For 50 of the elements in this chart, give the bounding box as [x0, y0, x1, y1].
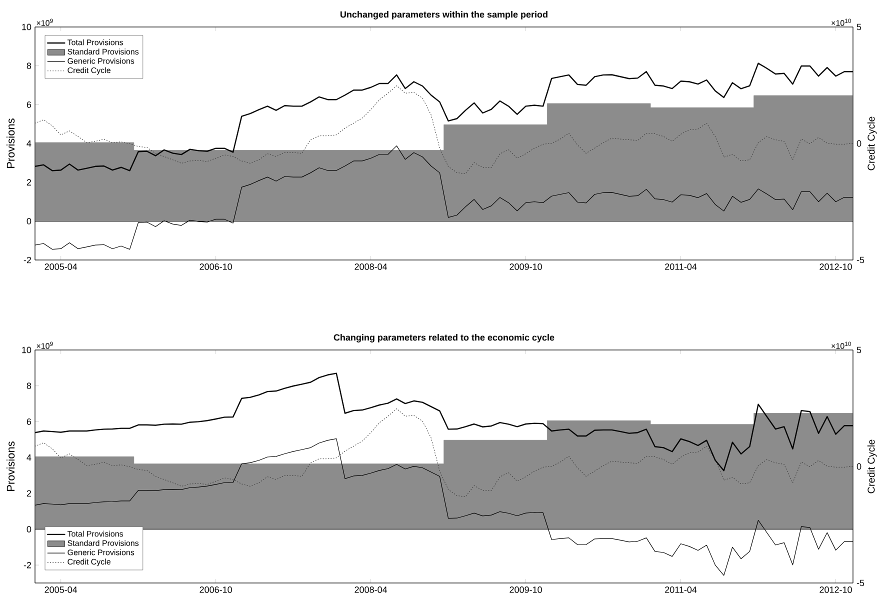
- text: ×10$^{10}$: [832, 342, 852, 349]
- legend-label: Standard Provisions: [68, 48, 139, 55]
- y-axis-title: Provisions: [6, 442, 15, 491]
- x-tick-label: 2011-04: [665, 586, 697, 593]
- y-tick-label: 2: [26, 179, 32, 186]
- y-tick-label: 10: [22, 346, 32, 354]
- y-tick-label: 0: [26, 218, 32, 224]
- x-tick-label: 2011-04: [665, 264, 697, 270]
- text: ×10$^{10}$: [832, 18, 852, 26]
- x-tick-label: 2012-10: [820, 586, 852, 593]
- x-tick-label: 2008-04: [354, 264, 388, 270]
- legend-label: Standard Provisions: [68, 540, 139, 546]
- y-tick-label: 6: [26, 418, 32, 425]
- y-tick-label: 6: [26, 101, 32, 108]
- chart-title: Changing parameters related to the economic cycle: [334, 334, 554, 342]
- x-tick-label: 2009-10: [510, 264, 542, 270]
- y2-tick-label: 0: [856, 140, 862, 147]
- x-tick-label: 2005-04: [44, 264, 78, 270]
- y-tick-label: 4: [26, 140, 32, 147]
- chart-title: Unchanged parameters within the sample period: [340, 11, 548, 20]
- y2-axis-title: Credit Cycle: [867, 116, 877, 170]
- text: ×10$^{9}$: [36, 342, 53, 349]
- y-tick-label: 4: [26, 454, 32, 461]
- y2-tick-label: 5: [856, 24, 862, 30]
- y-tick-label: 0: [26, 526, 32, 532]
- y2-tick-label: -5: [856, 256, 864, 264]
- y2-axis-title: Credit Cycle: [867, 440, 877, 494]
- legend-label: Generic Provisions: [68, 58, 134, 64]
- y2-tick-label: 0: [856, 463, 862, 470]
- x-tick-label: 2009-10: [510, 586, 542, 593]
- x-tick-label: 2008-04: [354, 586, 388, 593]
- y-axis-title: Provisions: [6, 118, 15, 168]
- legend-label: Total Provisions: [67, 530, 124, 537]
- y-tick-label: -2: [24, 562, 32, 568]
- x-tick-label: 2006-10: [200, 264, 232, 270]
- y-tick-label: -2: [24, 256, 32, 264]
- legend-label: Generic Provisions: [68, 549, 134, 556]
- text: ×10$^{9}$: [36, 18, 53, 26]
- y-tick-label: 10: [22, 24, 32, 30]
- y-tick-label: 8: [26, 62, 32, 70]
- x-tick-label: 2012-10: [820, 264, 852, 270]
- y2-tick-label: -5: [856, 580, 864, 586]
- y-tick-label: 8: [26, 382, 32, 390]
- y-tick-label: 2: [26, 490, 32, 497]
- legend-label: Credit Cycle: [68, 558, 110, 566]
- legend-label: Credit Cycle: [68, 67, 110, 75]
- y2-tick-label: 5: [856, 346, 862, 354]
- x-tick-label: 2006-10: [200, 586, 232, 593]
- legend-label: Total Provisions: [67, 39, 124, 46]
- x-tick-label: 2005-04: [44, 586, 78, 593]
